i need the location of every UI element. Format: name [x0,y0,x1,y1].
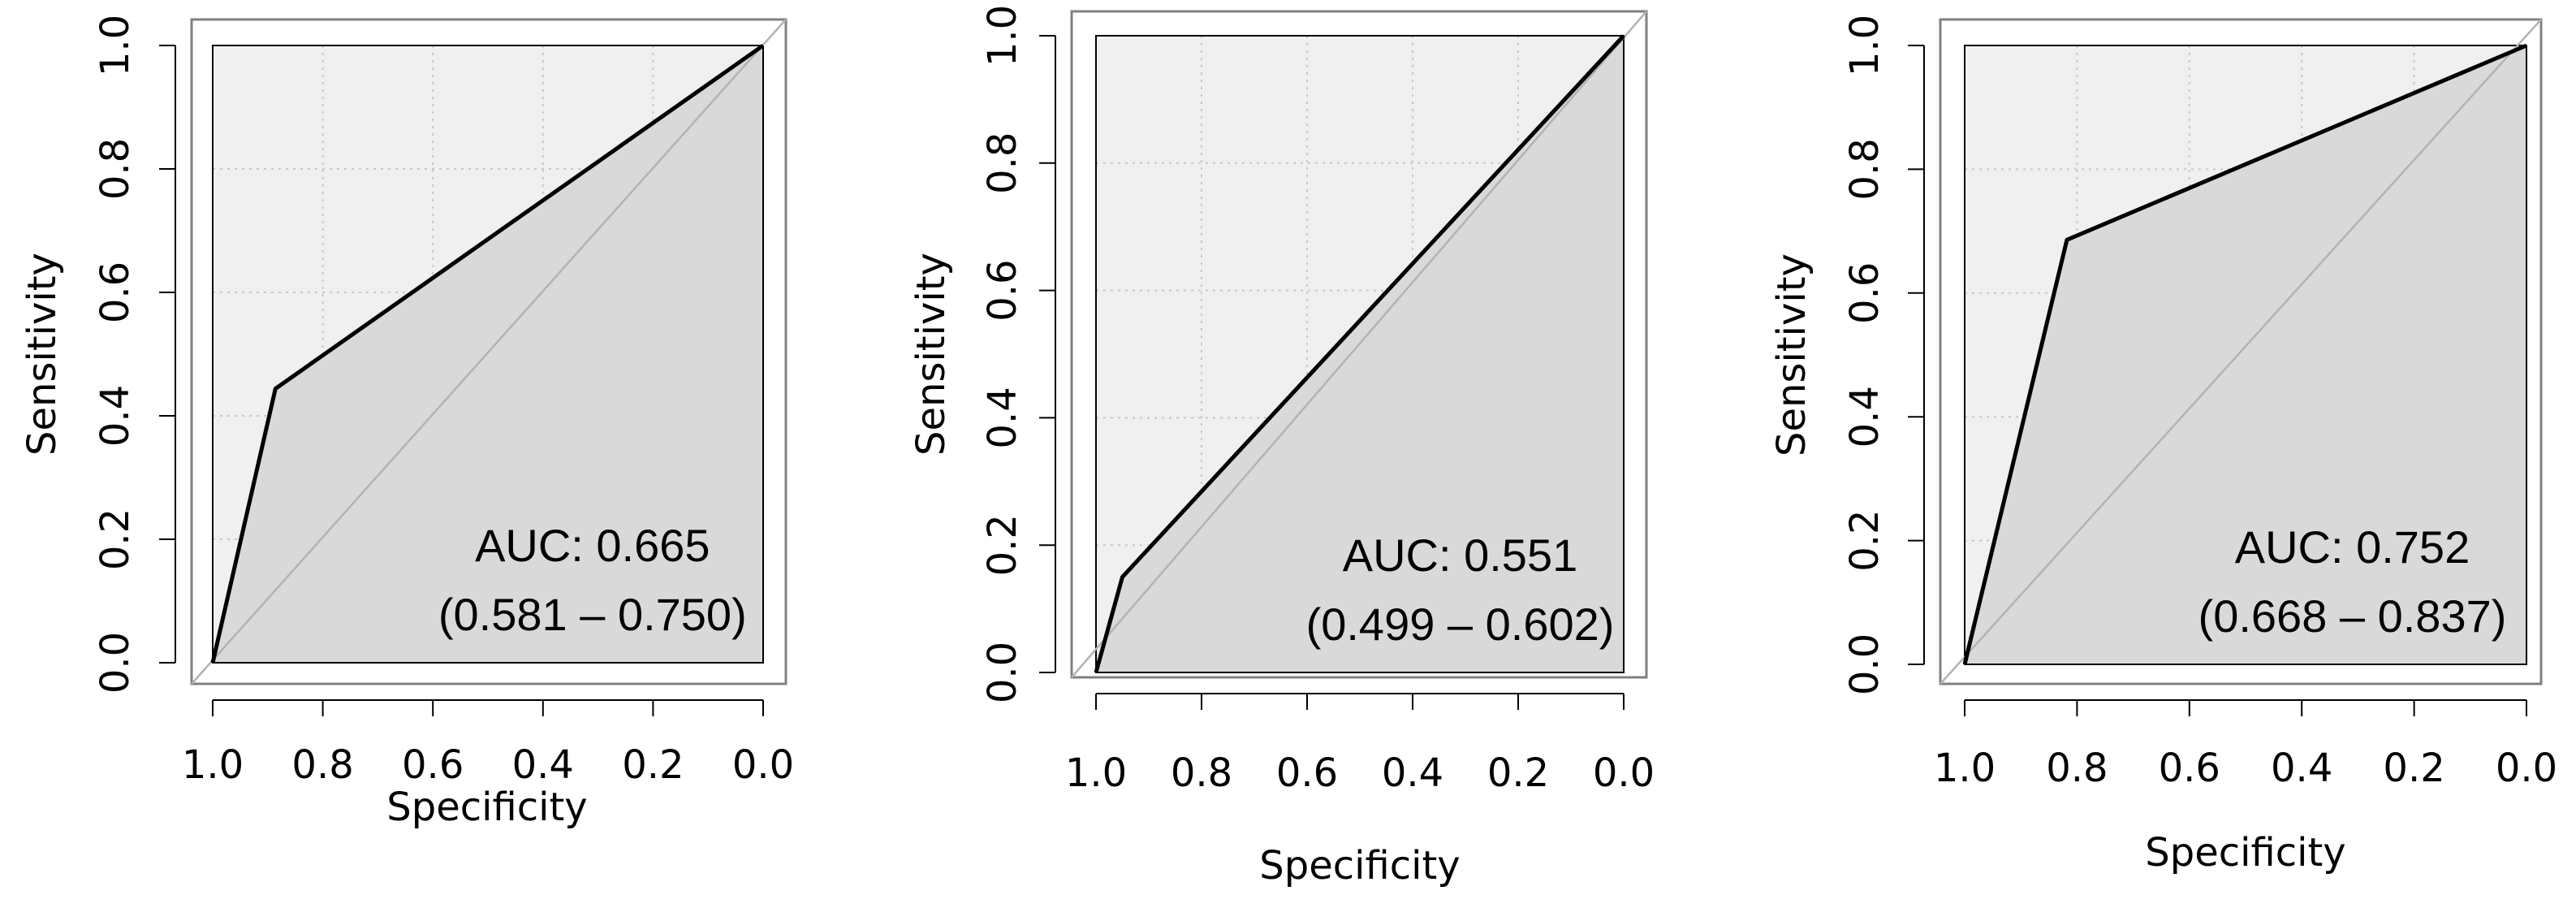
chart-2-x-tick-label-4: 0.2 [1487,750,1549,796]
chart-2-y-tick-label-2: 0.4 [980,387,1025,448]
chart-1-y-tick-label-5: 1.0 [93,15,138,76]
chart-1-y-tick-label-0: 0.0 [93,632,138,694]
chart-3-auc-area [1965,45,2526,664]
chart-3-x-tick-label-4: 0.2 [2383,746,2444,791]
chart-1-x-tick-label-5: 0.0 [732,742,794,788]
chart-2-y-tick-label-1: 0.2 [980,514,1025,576]
chart-3-roc-curve [1962,43,2527,665]
chart-2-x-tick-label-5: 0.0 [1593,750,1655,796]
chart-1-auc-ci-label: (0.581 – 0.750) [438,589,747,640]
chart-2-auc-area [1096,36,1624,672]
chart-3-auc-ci-label: (0.668 – 0.837) [2198,590,2507,642]
chart-2-x-tick-label-3: 0.4 [1382,750,1443,796]
chart-1-diagonal-line [191,19,787,685]
chart-3-y-tick-label-1: 0.2 [1842,509,1888,571]
chart-2-y-tick-label-3: 0.6 [980,259,1025,321]
chart-2-x-tick-label-1: 0.8 [1171,750,1232,796]
chart-1-y-axis-title: Sensitivity [19,253,65,456]
chart-2-y-tick-label-0: 0.0 [980,642,1025,703]
chart-3-x-axis-title: Specificity [2145,830,2345,876]
chart-3-unit-square [1964,45,2527,665]
chart-1-x-tick-label-1: 0.8 [291,742,353,788]
chart-2-auc-label: AUC: 0.551 [1343,530,1578,581]
chart-3-y-tick-label-4: 0.8 [1842,138,1888,200]
chart-2-y-axis-title: Sensitivity [908,253,954,456]
chart-3-y-tick-label-2: 0.4 [1842,386,1888,448]
chart-3-y-tick-label-5: 1.0 [1842,15,1888,76]
chart-1-x-tick-label-4: 0.2 [622,742,684,788]
chart-1-roc-curve [210,43,765,664]
chart-3-y-tick-label-0: 0.0 [1842,633,1888,695]
chart-1-x-axis-title: Specificity [386,785,587,830]
chart-1-y-tick-label-3: 0.6 [93,262,138,323]
chart-1-y-tick-label-4: 0.8 [93,138,138,200]
chart-1-x-tick-label-0: 1.0 [182,742,244,788]
chart-3-y-tick-label-3: 0.6 [1842,262,1888,324]
chart-1-x-tick-label-3: 0.4 [512,742,574,788]
chart-2-x-tick-label-2: 0.6 [1276,750,1338,796]
chart-1-unit-square [212,45,764,664]
chart-3-x-tick-label-3: 0.4 [2271,746,2332,791]
chart-2-x-axis-title: Specificity [1259,843,1460,889]
chart-3-auc-label: AUC: 0.752 [2235,521,2470,573]
chart-2-y-tick-label-4: 0.8 [980,132,1025,194]
chart-2-unit-square [1095,35,1625,673]
chart-2-diagonal-line [1071,11,1647,678]
chart-1-y-tick-label-2: 0.4 [93,385,138,447]
chart-3-x-tick-label-2: 0.6 [2159,746,2220,791]
chart-2-y-tick-label-5: 1.0 [980,5,1025,67]
chart-1-x-tick-label-2: 0.6 [402,742,464,788]
chart-3-x-tick-label-0: 1.0 [1934,746,1996,791]
chart-3-diagonal-line [1940,19,2542,685]
chart-1-auc-label: AUC: 0.665 [475,520,710,571]
chart-2-roc-curve [1094,34,1625,673]
chart-2-auc-ci-label: (0.499 – 0.602) [1306,599,1615,650]
chart-2-x-tick-label-0: 1.0 [1065,750,1127,796]
chart-3-x-tick-label-5: 0.0 [2496,746,2557,791]
chart-3-x-tick-label-1: 0.8 [2046,746,2108,791]
chart-1-y-tick-label-1: 0.2 [93,508,138,570]
chart-3-y-axis-title: Sensitivity [1769,253,1814,456]
